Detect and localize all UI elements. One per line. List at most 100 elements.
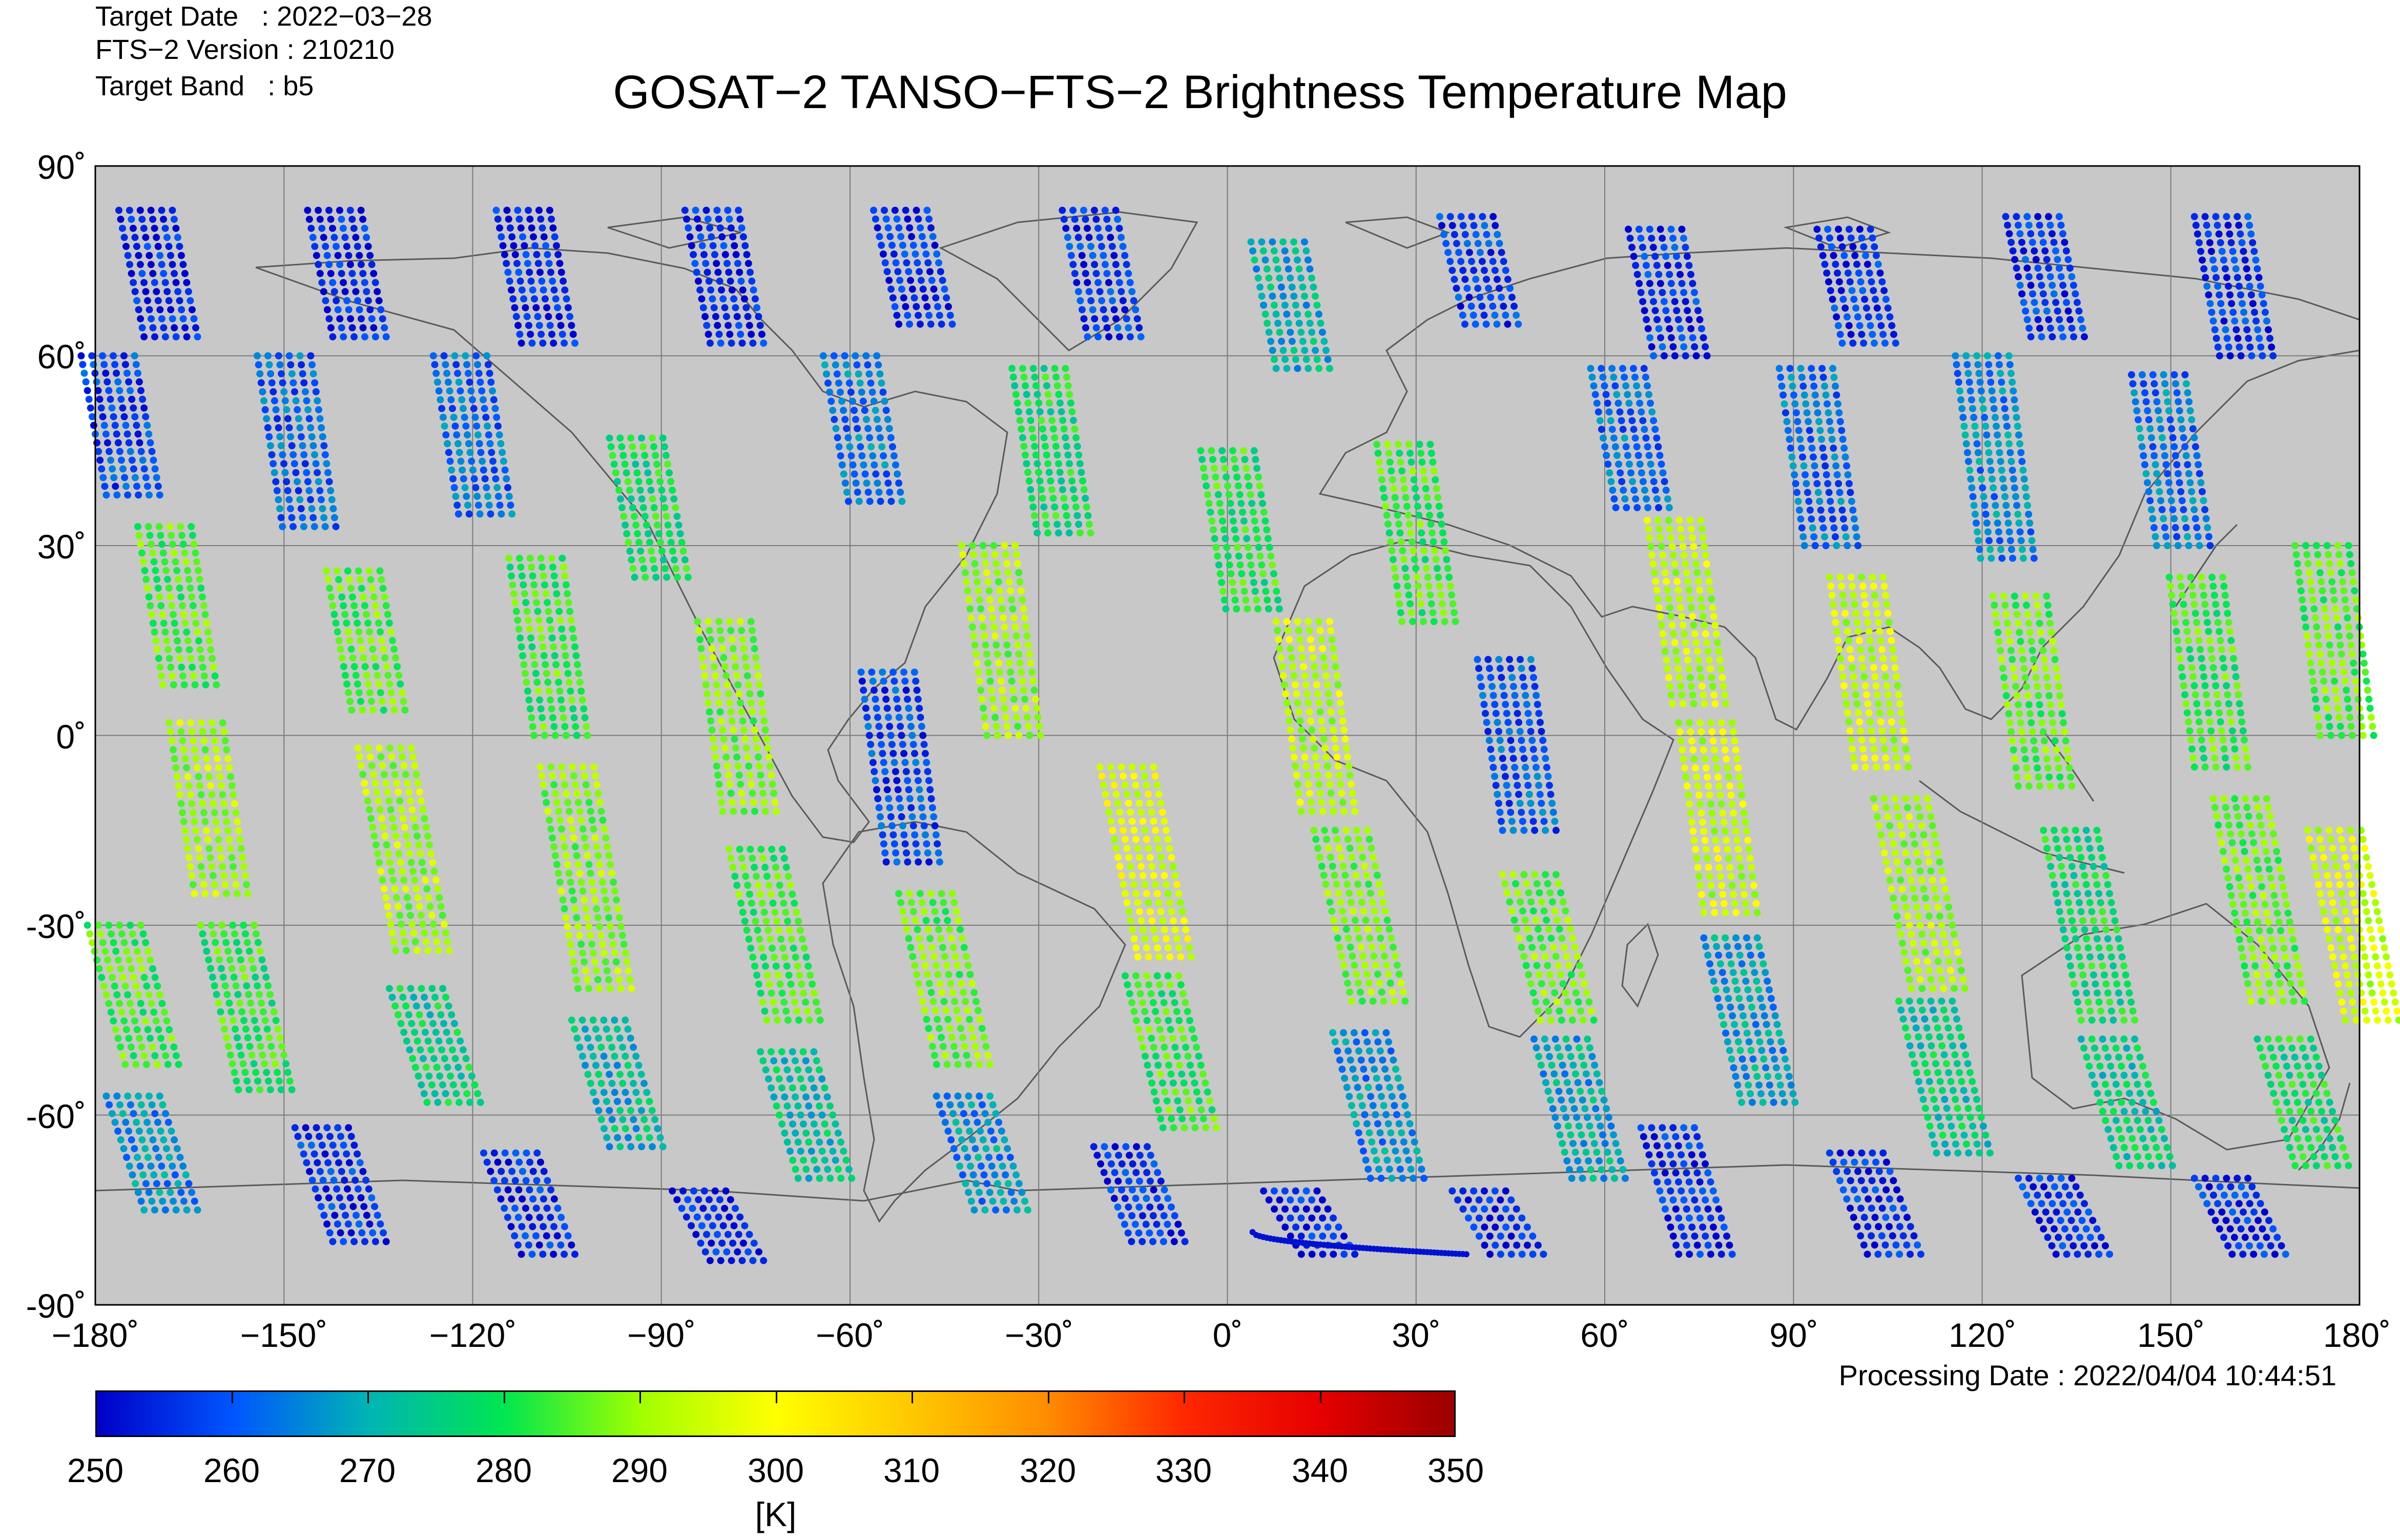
observation-point	[1326, 780, 1334, 788]
observation-point	[869, 677, 877, 685]
observation-point	[953, 1154, 961, 1161]
observation-point	[706, 708, 713, 716]
observation-point	[1381, 1066, 1389, 1073]
observation-point	[189, 809, 197, 817]
observation-point	[901, 840, 909, 848]
observation-point	[448, 1011, 456, 1018]
observation-point	[127, 922, 134, 929]
observation-point	[543, 1204, 551, 1212]
observation-point	[1561, 1149, 1568, 1156]
observation-point	[138, 324, 146, 331]
observation-point	[1101, 261, 1109, 268]
observation-point	[1379, 1138, 1387, 1146]
observation-point	[1145, 1026, 1153, 1033]
observation-point	[361, 224, 368, 232]
observation-point	[1515, 320, 1522, 328]
observation-point	[1563, 1157, 1571, 1164]
observation-point	[504, 268, 512, 276]
observation-point	[371, 602, 379, 610]
observation-point	[609, 941, 617, 948]
observation-point	[948, 890, 956, 898]
observation-point	[1352, 1074, 1359, 1082]
observation-point	[259, 1008, 267, 1015]
observation-point	[1156, 1229, 1164, 1237]
observation-point	[605, 976, 612, 984]
observation-point	[183, 628, 191, 636]
observation-point	[1379, 485, 1387, 492]
observation-point	[1583, 989, 1590, 996]
observation-point	[493, 1186, 501, 1194]
observation-point	[188, 523, 195, 530]
observation-point	[411, 938, 419, 946]
observation-point	[1145, 953, 1152, 961]
observation-point	[1408, 609, 1415, 616]
observation-point	[1102, 790, 1109, 798]
observation-point	[1440, 609, 1447, 616]
observation-point	[1296, 717, 1304, 725]
observation-point	[986, 677, 994, 685]
observation-point	[191, 818, 198, 825]
observation-point	[1417, 600, 1424, 608]
observation-point	[1249, 247, 1256, 255]
observation-point	[893, 858, 901, 866]
observation-point	[959, 551, 967, 558]
observation-point	[375, 680, 383, 688]
observation-point	[171, 1136, 178, 1143]
observation-point	[1351, 917, 1359, 924]
observation-point	[1199, 1070, 1207, 1078]
observation-point	[584, 1071, 592, 1078]
observation-point	[1534, 925, 1542, 933]
observation-point	[1173, 1008, 1181, 1015]
observation-point	[314, 469, 321, 476]
observation-point	[1229, 579, 1236, 586]
observation-point	[534, 608, 542, 615]
observation-point	[469, 396, 476, 404]
observation-point	[710, 663, 718, 671]
observation-point	[961, 569, 969, 576]
observation-point	[556, 688, 564, 695]
observation-point	[649, 495, 656, 503]
observation-point	[587, 869, 594, 877]
observation-point	[1188, 1026, 1196, 1033]
observation-point	[1269, 561, 1276, 569]
observation-point	[1078, 252, 1086, 259]
observation-point	[931, 908, 939, 915]
observation-point	[938, 320, 945, 328]
observation-point	[1426, 441, 1434, 448]
observation-point	[1365, 1129, 1373, 1137]
observation-point	[1072, 434, 1080, 442]
observation-point	[878, 241, 885, 249]
orbit-segment	[857, 669, 943, 866]
observation-point	[719, 726, 727, 734]
observation-point	[122, 1026, 130, 1033]
observation-point	[711, 1187, 719, 1195]
observation-point	[443, 369, 451, 377]
observation-point	[566, 608, 574, 615]
observation-point	[1078, 469, 1085, 476]
observation-point	[1603, 1105, 1610, 1113]
observation-point	[161, 1008, 168, 1016]
observation-point	[191, 746, 198, 754]
observation-point	[408, 1019, 416, 1027]
observation-point	[581, 834, 588, 842]
observation-point	[1242, 526, 1249, 534]
observation-point	[882, 858, 890, 866]
observation-point	[925, 777, 933, 784]
observation-point	[1244, 544, 1252, 551]
observation-point	[970, 989, 978, 996]
orbit-segment	[1499, 871, 1598, 1024]
observation-point	[120, 939, 128, 946]
observation-point	[1566, 1007, 1574, 1015]
observation-point	[1313, 681, 1320, 689]
observation-point	[1153, 781, 1161, 789]
observation-point	[1254, 605, 1261, 613]
observation-point	[1330, 1214, 1337, 1222]
observation-point	[451, 422, 459, 430]
observation-point	[998, 605, 1006, 613]
observation-point	[736, 1213, 744, 1221]
observation-point	[1271, 1205, 1278, 1213]
observation-point	[1511, 302, 1518, 310]
orbit-segment	[757, 1048, 856, 1182]
observation-point	[716, 277, 723, 285]
observation-point	[1419, 538, 1426, 546]
